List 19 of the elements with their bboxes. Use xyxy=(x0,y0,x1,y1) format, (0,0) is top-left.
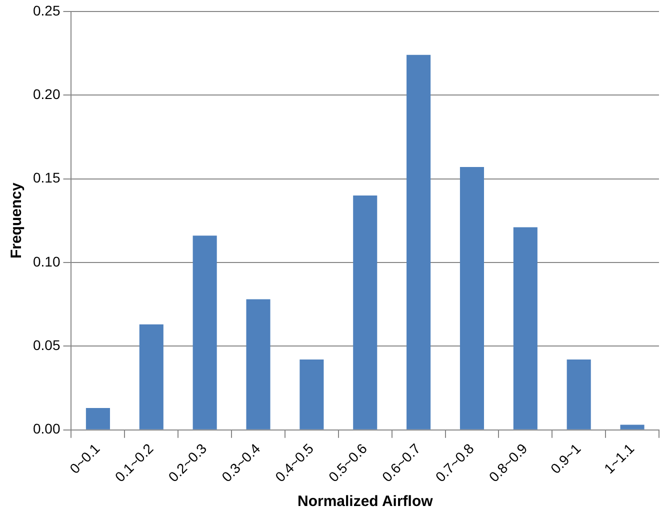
y-tick-label: 0.15 xyxy=(33,170,60,186)
bar xyxy=(192,236,217,430)
bar xyxy=(566,360,591,430)
y-tick-label: 0.20 xyxy=(33,86,60,102)
bar xyxy=(353,196,378,430)
bar xyxy=(246,299,270,430)
bar xyxy=(300,360,324,430)
bar xyxy=(460,167,484,430)
y-tick-label: 0.10 xyxy=(33,253,60,270)
y-tick-label: 0.25 xyxy=(33,2,60,18)
bar xyxy=(86,408,110,430)
y-tick-label: 0.05 xyxy=(33,336,60,353)
y-axis-title: Frequency xyxy=(8,182,26,259)
bar xyxy=(406,54,431,430)
bar xyxy=(620,424,644,430)
bar xyxy=(513,227,538,430)
y-tick-label: 0.00 xyxy=(33,420,60,437)
bar xyxy=(139,324,164,430)
x-axis-title: Normalized Airflow xyxy=(297,493,434,510)
